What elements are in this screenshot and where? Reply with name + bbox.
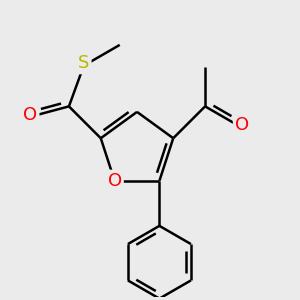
Text: O: O [235,116,249,134]
Text: O: O [107,172,122,190]
Text: O: O [23,106,37,124]
Text: S: S [78,54,89,72]
